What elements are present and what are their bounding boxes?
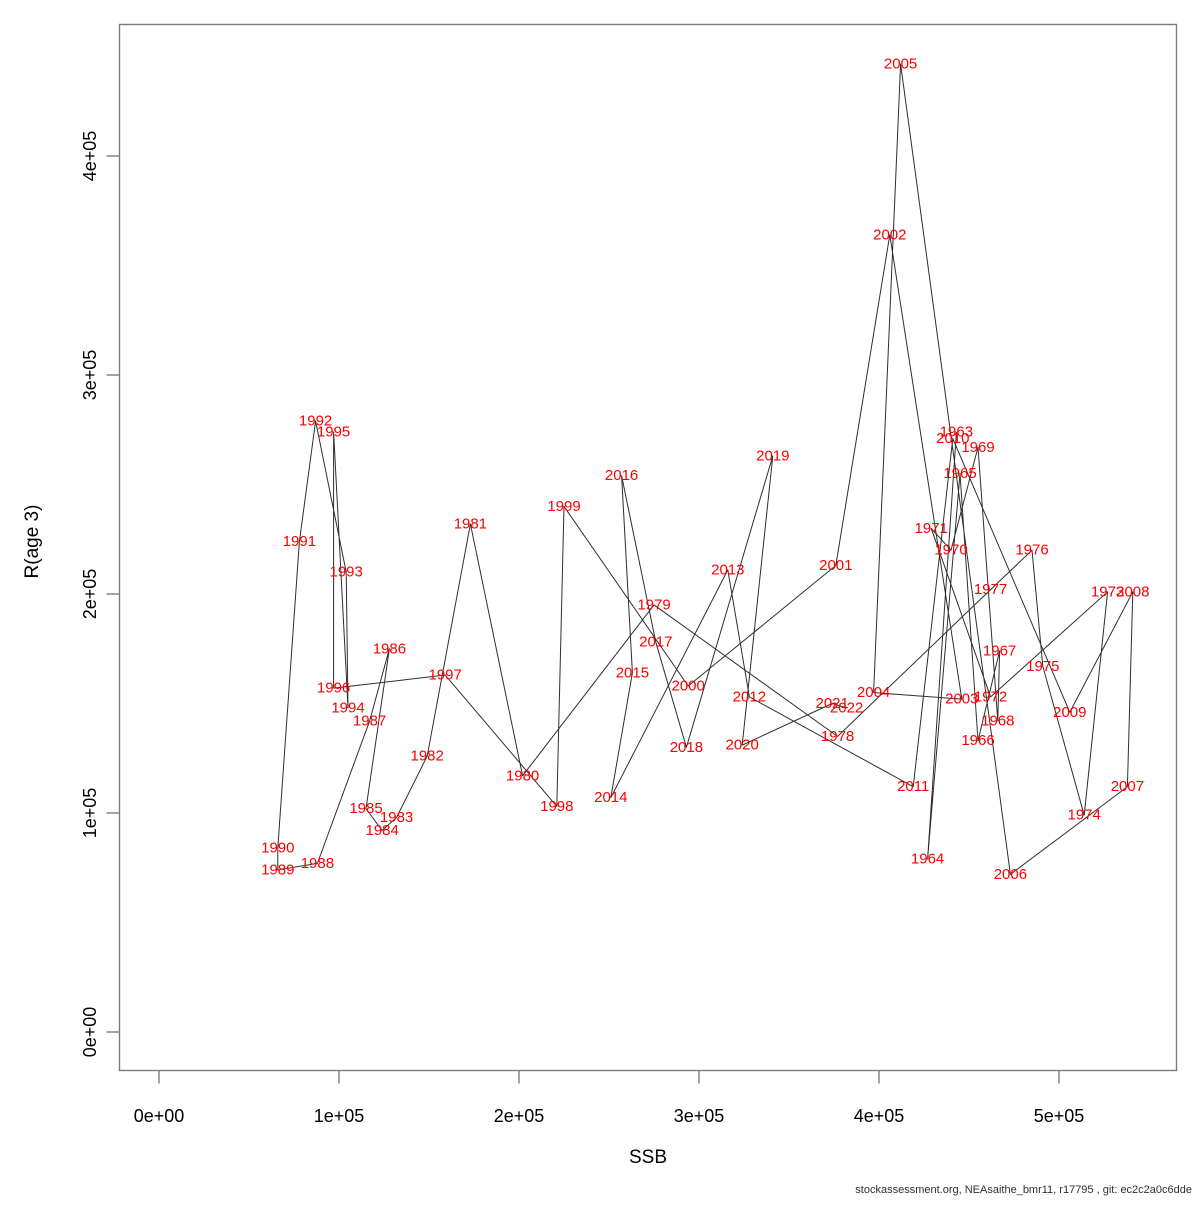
year-point-label: 2014 [594,789,627,806]
year-point-label: 1997 [429,667,462,684]
year-point-label: 1994 [331,699,364,716]
year-point-label: 1970 [934,542,967,559]
year-point-label: 1999 [547,498,580,515]
year-point-label: 1993 [330,564,363,581]
recruitment-path [277,63,1134,875]
year-point-label: 1987 [353,713,386,730]
year-point-label: 2012 [733,688,766,705]
year-point-label: 2009 [1053,704,1086,721]
year-point-label: 2001 [819,557,852,574]
year-point-label: 1963 [940,423,973,440]
year-point-label: 1965 [943,465,976,482]
year-point-label: 2010 [936,430,969,447]
year-point-label: 1998 [540,798,573,815]
year-point-label: 1995 [317,423,350,440]
year-point-label: 1986 [373,640,406,657]
y-axis-tick-label: 1e+05 [80,788,100,839]
year-point-label: 1971 [915,520,948,537]
year-point-label: 2008 [1116,583,1149,600]
x-axis-title: SSB [629,1147,667,1168]
year-point-label: 2018 [670,739,703,756]
plot-frame [118,23,1178,1072]
year-point-label: 1974 [1068,807,1101,824]
year-point-label: 1979 [637,596,670,613]
year-point-label: 1973 [1091,583,1124,600]
year-point-label: 2017 [639,634,672,651]
year-point-label: 2006 [994,866,1027,883]
year-point-label: 2016 [605,467,638,484]
year-point-label: 1985 [349,800,382,817]
year-point-label: 2005 [884,56,917,73]
year-point-label: 1976 [1015,542,1048,559]
year-point-label: 2021 [816,695,849,712]
year-point-label: 1983 [380,809,413,826]
year-point-label: 2004 [857,684,890,701]
year-point-label: 2000 [672,677,705,694]
year-point-label: 1982 [411,748,444,765]
year-point-label: 2020 [726,737,759,754]
year-point-label: 1981 [454,515,487,532]
year-point-label: 2019 [756,448,789,465]
year-point-label: 1972 [974,688,1007,705]
x-axis-tick-label: 2e+05 [494,1106,545,1126]
year-point-label: 1980 [506,767,539,784]
y-axis-tick-label: 4e+05 [80,131,100,182]
x-axis-tick-label: 0e+00 [134,1106,185,1126]
year-point-label: 1968 [981,713,1014,730]
year-point-label: 1969 [961,439,994,456]
y-axis-tick-label: 0e+00 [80,1007,100,1058]
y-axis-title: R(age 3) [22,505,43,579]
year-point-label: 2015 [616,664,649,681]
year-point-label: 2007 [1111,778,1144,795]
y-axis-tick-label: 3e+05 [80,350,100,401]
plot-footer-text: stockassessment.org, NEAsaithe_bmr11, r1… [855,1184,1192,1196]
x-axis-tick-label: 3e+05 [674,1106,725,1126]
year-point-label: 1992 [299,412,332,429]
year-point-label: 1967 [983,642,1016,659]
year-point-label: 2022 [830,699,863,716]
year-point-label: 1975 [1026,658,1059,675]
year-point-label: 2013 [711,561,744,578]
x-axis-tick-label: 1e+05 [314,1106,365,1126]
year-point-label: 1996 [317,680,350,697]
year-point-label: 2002 [873,226,906,243]
year-point-label: 1978 [821,728,854,745]
x-axis-tick-label: 5e+05 [1034,1106,1085,1126]
year-point-label: 1966 [961,732,994,749]
year-point-label: 1984 [366,822,399,839]
year-point-label: 1991 [283,533,316,550]
x-axis-tick-label: 4e+05 [854,1106,905,1126]
year-point-label: 1964 [911,850,944,867]
year-point-label: 1977 [974,581,1007,598]
year-point-label: 1988 [301,855,334,872]
year-point-label: 1990 [261,840,294,857]
y-axis-tick-label: 2e+05 [80,569,100,620]
year-point-label: 2003 [945,691,978,708]
year-point-label: 1989 [261,861,294,878]
year-point-label: 2011 [897,778,929,795]
